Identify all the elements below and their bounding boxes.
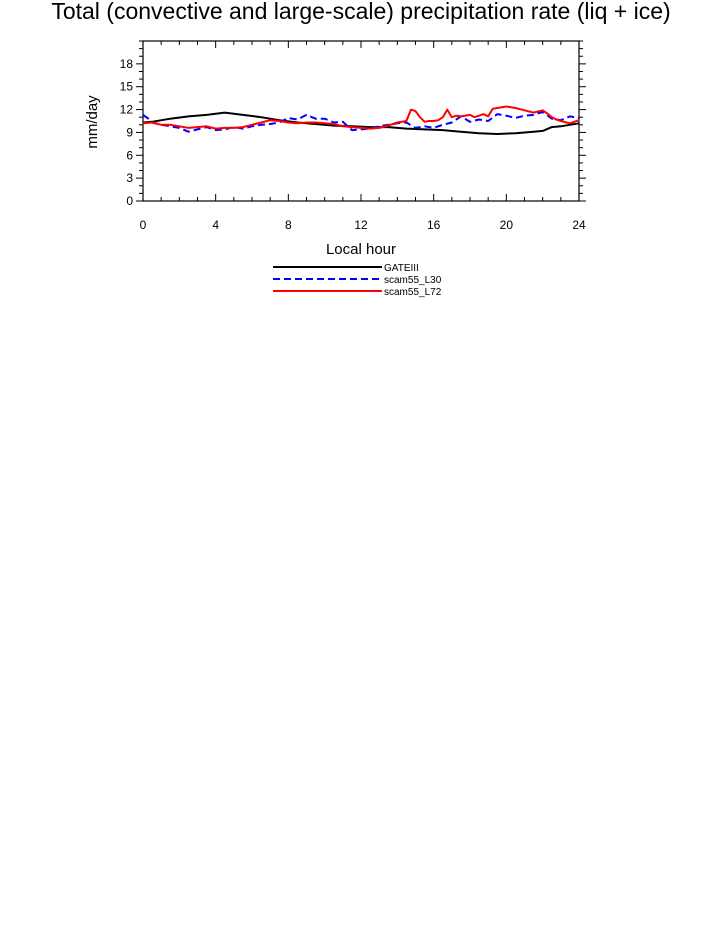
- x-axis-label: Local hour: [326, 241, 396, 258]
- y-tick-label: 6: [126, 148, 133, 162]
- y-axis: 0 3 6 9 12 15 18: [120, 40, 586, 208]
- y-tick-label: 3: [126, 171, 133, 185]
- x-tick-label: 12: [354, 218, 368, 232]
- x-tick-label: 4: [212, 218, 219, 232]
- y-axis-label: mm/day: [84, 95, 101, 149]
- x-tick-label: 8: [285, 218, 292, 232]
- legend-label: GATEIII: [384, 263, 419, 274]
- x-tick-label: 20: [500, 218, 514, 232]
- series-lines: [142, 105, 580, 135]
- y-tick-label: 12: [120, 103, 134, 117]
- y-tick-label: 0: [126, 194, 133, 208]
- y-tick-label: 18: [120, 57, 134, 71]
- chart-title: Total (convective and large-scale) preci…: [51, 0, 670, 24]
- series-line-gateiii: [142, 111, 580, 135]
- legend-label: scam55_L72: [384, 287, 442, 298]
- plot-border: [142, 40, 580, 202]
- y-tick-label: 15: [120, 80, 134, 94]
- x-tick-label: 0: [140, 218, 147, 232]
- x-tick-label: 24: [572, 218, 586, 232]
- x-axis: 0 4 8 12 16 20 24: [140, 41, 586, 232]
- legend-label: scam55_L30: [384, 275, 442, 286]
- y-tick-label: 9: [126, 125, 133, 139]
- series-line-scam55-l72: [142, 105, 580, 130]
- plot-frame: [142, 40, 580, 202]
- x-tick-label: 16: [427, 218, 441, 232]
